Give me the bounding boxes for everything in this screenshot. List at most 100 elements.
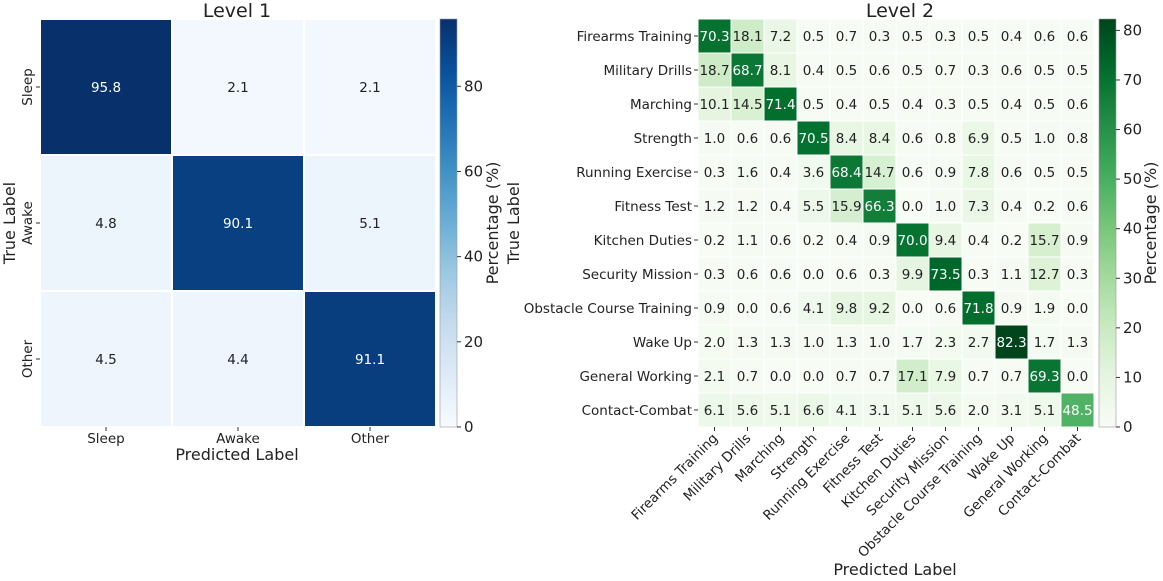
level2-y-tick-label: Firearms Training <box>577 29 692 45</box>
level2-cell-value: 0.2 <box>803 233 824 249</box>
level2-cell-value: 5.1 <box>770 403 791 419</box>
level2-cell-value: 1.3 <box>737 335 758 351</box>
level2-cell <box>1027 188 1062 224</box>
level2-cell <box>994 18 1029 54</box>
level2-cell-value: 0.3 <box>704 165 725 181</box>
level2-cell <box>829 222 864 258</box>
level2-cell-value: 1.3 <box>1067 335 1088 351</box>
level1-cell-value: 5.1 <box>359 216 380 232</box>
level2-cell-value: 8.4 <box>869 131 890 147</box>
level2-cell-value: 1.0 <box>1034 131 1055 147</box>
level2-cell <box>796 18 831 54</box>
level2-colorbar-tick-label: 20 <box>1123 319 1142 337</box>
level2-cell-value: 0.6 <box>770 233 791 249</box>
level2-cell-value: 0.0 <box>803 267 824 283</box>
level2-cell-value: 8.4 <box>836 131 857 147</box>
level2-cell <box>862 154 897 190</box>
level2-cell <box>697 188 732 224</box>
level2-cell-value: 0.3 <box>869 267 890 283</box>
level2-cell-value: 1.1 <box>1001 267 1022 283</box>
level2-cell <box>994 86 1029 122</box>
level2-cell-value: 0.9 <box>1001 301 1022 317</box>
level2-cell-value: 0.6 <box>836 267 857 283</box>
level2-cell <box>862 18 897 54</box>
level1-x-ticks: Sleep Awake Other <box>87 427 390 447</box>
level2-cell-value: 0.3 <box>704 267 725 283</box>
level2-cell <box>895 256 930 292</box>
level2-cell-value: 0.4 <box>770 199 791 215</box>
level2-cell-value: 0.4 <box>1001 29 1022 45</box>
level2-cell-value: 4.1 <box>836 403 857 419</box>
level2-cell <box>763 120 798 156</box>
level2-colorbar-gradient <box>1099 19 1116 427</box>
level2-cell <box>763 358 798 394</box>
level2-cell <box>1060 290 1095 326</box>
level2-cell <box>1060 188 1095 224</box>
level2-cell-value: 0.3 <box>869 29 890 45</box>
level2-cell-value: 1.3 <box>836 335 857 351</box>
level2-y-tick-label: Running Exercise <box>576 165 692 181</box>
level2-cell-value: 0.7 <box>836 29 857 45</box>
level2-cell-value: 18.1 <box>732 29 762 45</box>
level2-cell <box>895 154 930 190</box>
level2-cell <box>961 120 996 156</box>
level2-cell-value: 0.2 <box>704 233 725 249</box>
level2-cell-value: 0.5 <box>803 97 824 113</box>
level2-y-ticks: Firearms Training Military Drills Marching… <box>524 29 698 419</box>
level2-cell <box>1027 290 1062 326</box>
level2-cell <box>961 324 996 360</box>
level2-cell-value: 0.9 <box>1067 233 1088 249</box>
level2-cell <box>829 52 864 88</box>
level2-cell-value: 71.4 <box>765 97 795 113</box>
level2-cell-value: 4.1 <box>803 301 824 317</box>
level1-cell-value: 95.8 <box>91 80 121 96</box>
level2-cell <box>862 290 897 326</box>
level2-cell-value: 0.5 <box>968 97 989 113</box>
level2-cell-value: 0.6 <box>770 131 791 147</box>
level2-y-tick-label: Wake Up <box>633 335 692 351</box>
level1-colorbar-gradient <box>440 19 457 427</box>
level2-cell-value: 15.7 <box>1029 233 1059 249</box>
level2-cell-value: 1.0 <box>935 199 956 215</box>
level2-cell-value: 0.8 <box>1067 131 1088 147</box>
level2-cell <box>961 290 996 326</box>
level1-colorbar-tick-label: 0 <box>464 418 474 436</box>
level2-cell-value: 0.5 <box>1034 63 1055 79</box>
level1-cell <box>171 290 305 428</box>
level2-cell-value: 0.2 <box>1034 199 1055 215</box>
level1-heatmap-panel: Level 1 95.8 2.1 2.1 4.8 90.1 5.1 4.5 4.4 91.1 S… <box>0 0 523 464</box>
level2-cell-value: 73.5 <box>930 267 960 283</box>
level2-cell-value: 0.6 <box>935 301 956 317</box>
level2-cell <box>697 392 732 428</box>
level2-cell-value: 70.0 <box>897 233 927 249</box>
level2-cell-value: 0.7 <box>737 369 758 385</box>
level2-cell-value: 5.5 <box>803 199 824 215</box>
level2-cell <box>796 392 831 428</box>
level1-colorbar: 0 20 40 60 80 <box>439 18 483 436</box>
level2-cell-value: 0.6 <box>902 165 923 181</box>
level1-x-tick-label: Other <box>351 431 390 447</box>
level2-cell <box>928 222 963 258</box>
level2-cells: 70.3 18.1 7.2 0.5 0.7 0.3 0.5 0.3 0.5 0.4 0.6 0.6 18… <box>697 18 1095 428</box>
level2-cell-value: 6.6 <box>803 403 824 419</box>
level2-y-tick-label: Fitness Test <box>614 199 692 215</box>
level2-cell <box>763 18 798 54</box>
level1-cell <box>303 18 437 156</box>
level2-cell-value: 0.0 <box>737 301 758 317</box>
level2-cell-value: 0.9 <box>935 165 956 181</box>
level2-cell-value: 3.1 <box>1001 403 1022 419</box>
level2-colorbar-tick-label: 30 <box>1123 269 1142 287</box>
level1-y-tick-label: Other <box>20 339 36 378</box>
level2-cell-value: 0.3 <box>968 267 989 283</box>
level2-cell-value: 1.9 <box>1034 301 1055 317</box>
level2-cell <box>829 392 864 428</box>
level1-x-tick-label: Sleep <box>87 431 125 447</box>
level2-cell <box>763 290 798 326</box>
level2-y-tick-label: Strength <box>634 131 692 147</box>
level2-cell-value: 2.7 <box>968 335 989 351</box>
level2-cell-value: 0.2 <box>1001 233 1022 249</box>
level2-cell <box>895 290 930 326</box>
level2-cell <box>994 188 1029 224</box>
level2-cell <box>829 358 864 394</box>
level2-cell-value: 0.9 <box>869 233 890 249</box>
